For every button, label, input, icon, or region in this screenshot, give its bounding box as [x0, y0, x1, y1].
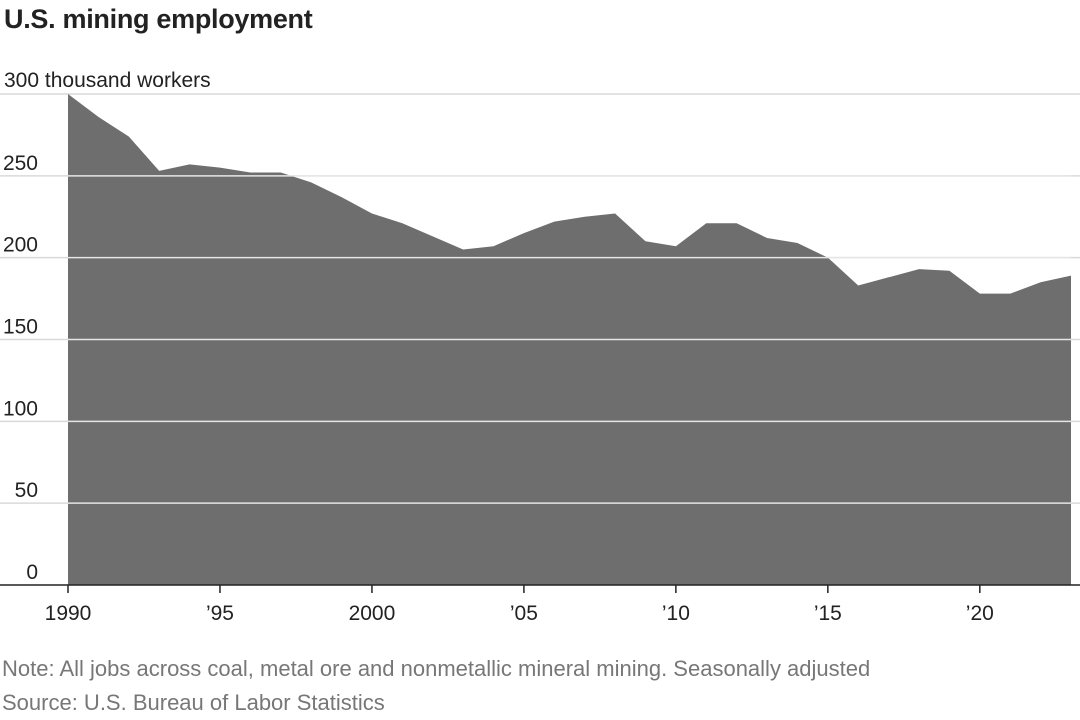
- x-tick-label: 1990: [45, 602, 92, 625]
- y-tick-label: 250: [3, 152, 38, 175]
- x-tick-label: ’95: [206, 602, 234, 625]
- y-tick-label: 150: [3, 316, 38, 339]
- chart-source: Source: U.S. Bureau of Labor Statistics: [2, 690, 385, 715]
- y-tick-label: 200: [3, 234, 38, 257]
- area-overlay-gridlines: [68, 175, 1071, 504]
- y-tick-label: 50: [15, 479, 38, 502]
- chart-title: U.S. mining employment: [4, 4, 313, 34]
- x-tick-label: ’05: [510, 602, 538, 625]
- x-tick-label: ’15: [814, 602, 842, 625]
- x-ticks: 1990 ’95 2000 ’05 ’10 ’15 ’20: [45, 585, 994, 625]
- x-tick-label: ’10: [662, 602, 690, 625]
- y-tick-label: 100: [3, 397, 38, 420]
- x-tick-label: ’20: [966, 602, 994, 625]
- y-tick-label: 0: [26, 561, 38, 584]
- y-axis-label: 300 thousand workers: [4, 69, 211, 92]
- y-tick-labels: 0 50 100 150 200 250: [3, 152, 38, 584]
- x-tick-label: 2000: [349, 602, 396, 625]
- chart-note: Note: All jobs across coal, metal ore an…: [2, 656, 871, 681]
